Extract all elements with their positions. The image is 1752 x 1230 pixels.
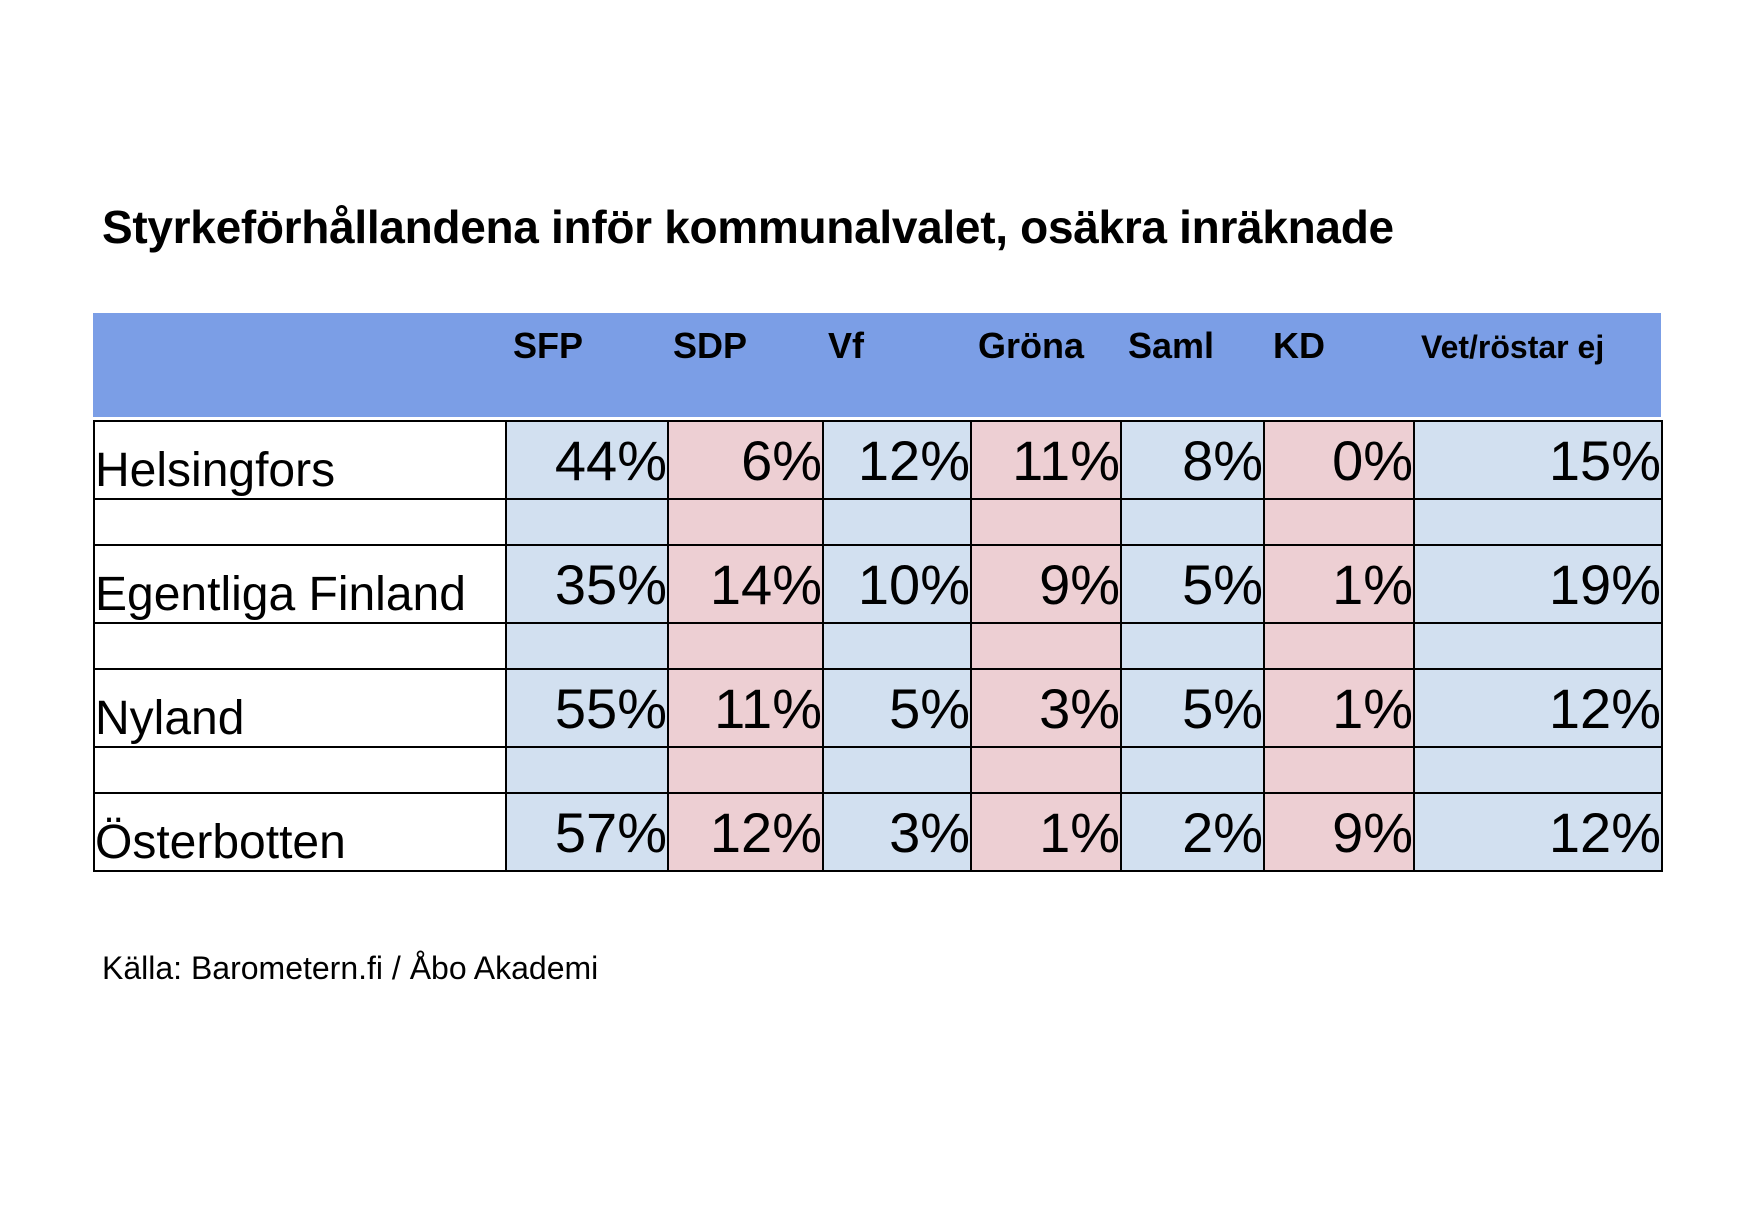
- column-header-sfp: SFP: [513, 325, 584, 366]
- spacer-cell: [970, 746, 1122, 794]
- column-header-vet-rostar-ej: Vet/röstar ej: [1421, 329, 1605, 365]
- spacer-row: [93, 498, 1663, 546]
- spacer-cell: [505, 498, 669, 546]
- value-cell: 12%: [1413, 792, 1663, 872]
- value-cell: 9%: [970, 544, 1122, 624]
- spacer-cell: [667, 498, 824, 546]
- value-cell: 15%: [1413, 420, 1663, 500]
- spacer-cell: [970, 622, 1122, 670]
- value-cell: 12%: [822, 420, 972, 500]
- value-cell: 19%: [1413, 544, 1663, 624]
- region-label: Egentliga Finland: [93, 544, 507, 624]
- table-row: Helsingfors 44% 6% 12% 11% 8% 0% 15%: [93, 420, 1663, 500]
- spacer-row: [93, 746, 1663, 794]
- spacer-cell: [1413, 622, 1663, 670]
- value-cell: 1%: [1263, 668, 1415, 748]
- column-header-grona: Gröna: [978, 325, 1085, 366]
- spacer-cell: [1413, 498, 1663, 546]
- spacer-cell: [1263, 622, 1415, 670]
- spacer-cell: [1413, 746, 1663, 794]
- value-cell: 1%: [970, 792, 1122, 872]
- column-header-kd: KD: [1273, 325, 1325, 366]
- spacer-cell: [667, 746, 824, 794]
- value-cell: 8%: [1120, 420, 1265, 500]
- region-label: Österbotten: [93, 792, 507, 872]
- spacer-cell: [1263, 498, 1415, 546]
- value-cell: 55%: [505, 668, 669, 748]
- value-cell: 44%: [505, 420, 669, 500]
- spacer-cell: [505, 622, 669, 670]
- region-label: Nyland: [93, 668, 507, 748]
- spacer-cell: [822, 498, 972, 546]
- table-row: Österbotten 57% 12% 3% 1% 2% 9% 12%: [93, 792, 1663, 872]
- value-cell: 9%: [1263, 792, 1415, 872]
- value-cell: 5%: [1120, 668, 1265, 748]
- spacer-cell: [505, 746, 669, 794]
- spacer-cell: [93, 622, 507, 670]
- value-cell: 57%: [505, 792, 669, 872]
- value-cell: 11%: [970, 420, 1122, 500]
- table-row: Nyland 55% 11% 5% 3% 5% 1% 12%: [93, 668, 1663, 748]
- spacer-cell: [970, 498, 1122, 546]
- value-cell: 11%: [667, 668, 824, 748]
- data-grid: Helsingfors 44% 6% 12% 11% 8% 0% 15% Egentliga F…: [93, 420, 1663, 872]
- spacer-cell: [1263, 746, 1415, 794]
- spacer-cell: [667, 622, 824, 670]
- spacer-cell: [93, 746, 507, 794]
- value-cell: 3%: [970, 668, 1122, 748]
- spacer-cell: [822, 746, 972, 794]
- spacer-cell: [1120, 498, 1265, 546]
- table-header-band: SFP SDP Vf Gröna Saml KD Vet/röstar ej: [93, 313, 1661, 417]
- value-cell: 2%: [1120, 792, 1265, 872]
- value-cell: 12%: [1413, 668, 1663, 748]
- value-cell: 5%: [1120, 544, 1265, 624]
- value-cell: 10%: [822, 544, 972, 624]
- value-cell: 14%: [667, 544, 824, 624]
- value-cell: 6%: [667, 420, 824, 500]
- column-header-saml: Saml: [1128, 325, 1215, 366]
- spacer-cell: [93, 498, 507, 546]
- chart-title: Styrkeförhållandena inför kommunalvalet,…: [102, 201, 1394, 253]
- value-cell: 12%: [667, 792, 824, 872]
- column-header-vf: Vf: [828, 325, 864, 366]
- source-note: Källa: Barometern.fi / Åbo Akademi: [102, 950, 599, 986]
- column-header-sdp: SDP: [673, 325, 748, 366]
- value-cell: 1%: [1263, 544, 1415, 624]
- value-cell: 5%: [822, 668, 972, 748]
- value-cell: 35%: [505, 544, 669, 624]
- spacer-cell: [822, 622, 972, 670]
- results-table: SFP SDP Vf Gröna Saml KD Vet/röstar ej H…: [93, 313, 1663, 872]
- spacer-cell: [1120, 622, 1265, 670]
- spacer-cell: [1120, 746, 1265, 794]
- region-label: Helsingfors: [93, 420, 507, 500]
- value-cell: 3%: [822, 792, 972, 872]
- spacer-row: [93, 622, 1663, 670]
- value-cell: 0%: [1263, 420, 1415, 500]
- table-row: Egentliga Finland 35% 14% 10% 9% 5% 1% 19%: [93, 544, 1663, 624]
